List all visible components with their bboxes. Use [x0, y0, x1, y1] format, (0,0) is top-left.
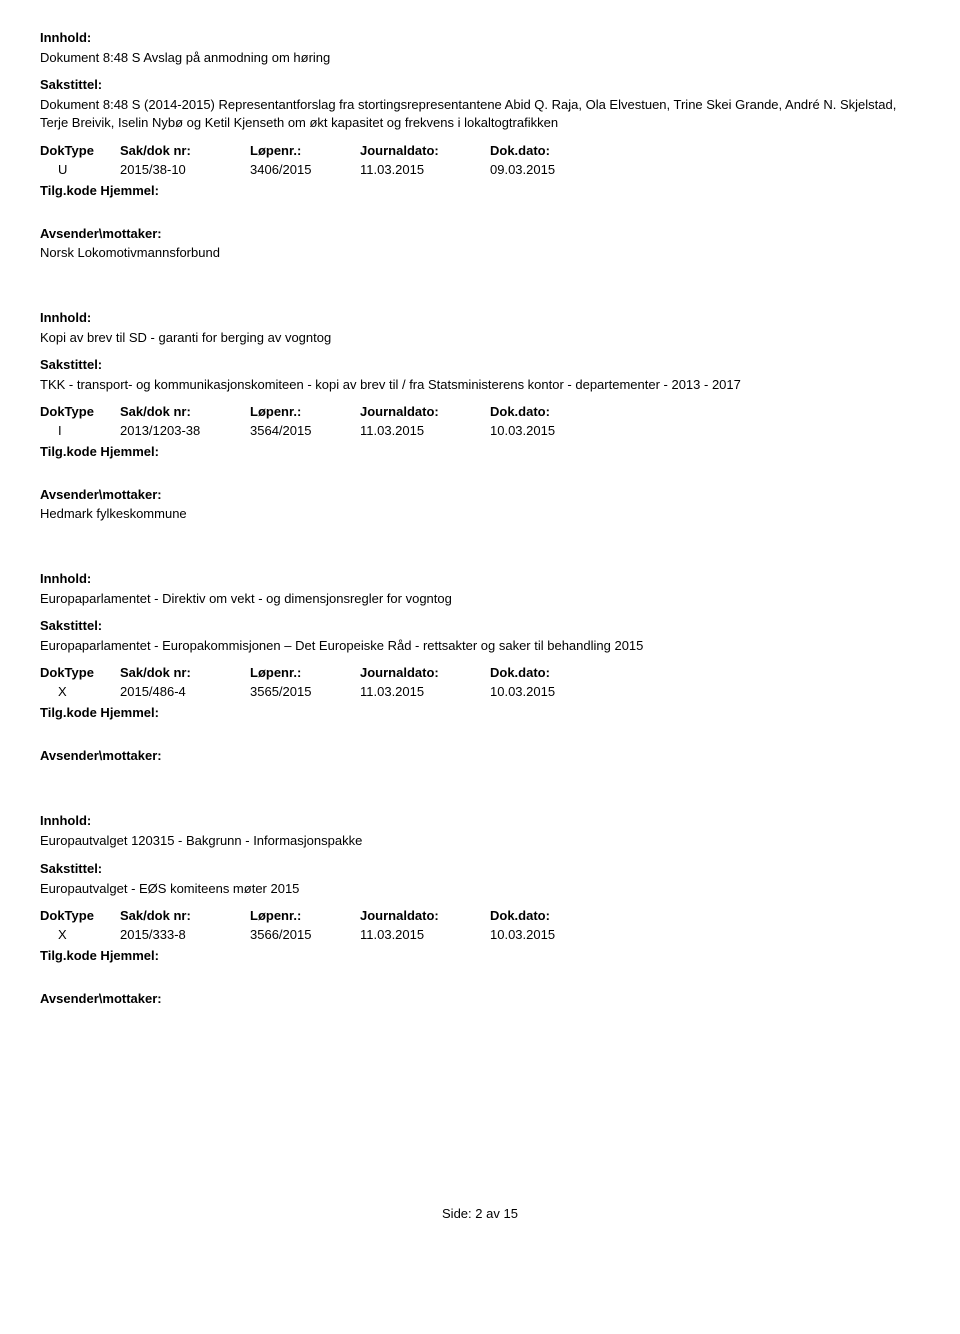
doktype-header: DokType [40, 665, 120, 680]
dokdato-value: 10.03.2015 [490, 927, 610, 942]
avsender-label: Avsender\mottaker: [40, 226, 920, 241]
lopenr-header: Løpenr.: [250, 404, 360, 419]
dokdato-header: Dok.dato: [490, 665, 610, 680]
journal-entry: Innhold: Kopi av brev til SD - garanti fo… [40, 310, 920, 521]
lopenr-header: Løpenr.: [250, 143, 360, 158]
innhold-text: Kopi av brev til SD - garanti for bergin… [40, 329, 920, 347]
innhold-label: Innhold: [40, 813, 920, 828]
sakstittel-label: Sakstittel: [40, 861, 920, 876]
lopenr-value: 3566/2015 [250, 927, 360, 942]
avsender-label: Avsender\mottaker: [40, 991, 920, 1006]
journal-entry: Innhold: Europaparlamentet - Direktiv om … [40, 571, 920, 763]
table-header: DokTypeSak/dok nr:Løpenr.:Journaldato:Do… [40, 143, 920, 158]
tilgkode-hjemmel-label: Tilg.kode Hjemmel: [40, 705, 920, 720]
sakstittel-label: Sakstittel: [40, 77, 920, 92]
doktype-value: U [40, 162, 120, 177]
table-row: I2013/1203-383564/201511.03.201510.03.20… [40, 423, 920, 438]
sakdoknr-header: Sak/dok nr: [120, 665, 250, 680]
sakstittel-label: Sakstittel: [40, 357, 920, 372]
journaldato-header: Journaldato: [360, 143, 490, 158]
doktype-value: I [40, 423, 120, 438]
side-label: Side: [442, 1206, 472, 1221]
journaldato-header: Journaldato: [360, 665, 490, 680]
tilgkode-hjemmel-label: Tilg.kode Hjemmel: [40, 948, 920, 963]
sakstittel-text: Dokument 8:48 S (2014-2015) Representant… [40, 96, 920, 132]
journaldato-header: Journaldato: [360, 404, 490, 419]
page-footer: Side: 2 av 15 [40, 1206, 920, 1221]
journal-entry: Innhold: Dokument 8:48 S Avslag på anmodn… [40, 30, 920, 260]
journaldato-value: 11.03.2015 [360, 423, 490, 438]
dokdato-header: Dok.dato: [490, 143, 610, 158]
lopenr-value: 3564/2015 [250, 423, 360, 438]
dokdato-header: Dok.dato: [490, 404, 610, 419]
journaldato-value: 11.03.2015 [360, 162, 490, 177]
dokdato-header: Dok.dato: [490, 908, 610, 923]
sakstittel-text: TKK - transport- og kommunikasjonskomite… [40, 376, 920, 394]
table-row: X2015/333-83566/201511.03.201510.03.2015 [40, 927, 920, 942]
doktype-value: X [40, 927, 120, 942]
innhold-label: Innhold: [40, 571, 920, 586]
innhold-text: Europaparlamentet - Direktiv om vekt - o… [40, 590, 920, 608]
journaldato-value: 11.03.2015 [360, 927, 490, 942]
table-header: DokTypeSak/dok nr:Løpenr.:Journaldato:Do… [40, 665, 920, 680]
sakstittel-label: Sakstittel: [40, 618, 920, 633]
lopenr-header: Løpenr.: [250, 908, 360, 923]
sakdoknr-value: 2015/333-8 [120, 927, 250, 942]
lopenr-header: Løpenr.: [250, 665, 360, 680]
journaldato-value: 11.03.2015 [360, 684, 490, 699]
sakdoknr-value: 2015/38-10 [120, 162, 250, 177]
table-header: DokTypeSak/dok nr:Løpenr.:Journaldato:Do… [40, 908, 920, 923]
doktype-header: DokType [40, 908, 120, 923]
lopenr-value: 3406/2015 [250, 162, 360, 177]
table-row: X2015/486-43565/201511.03.201510.03.2015 [40, 684, 920, 699]
tilgkode-hjemmel-label: Tilg.kode Hjemmel: [40, 183, 920, 198]
sakstittel-text: Europautvalget - EØS komiteens møter 201… [40, 880, 920, 898]
sakdoknr-header: Sak/dok nr: [120, 404, 250, 419]
table-header: DokTypeSak/dok nr:Løpenr.:Journaldato:Do… [40, 404, 920, 419]
doktype-header: DokType [40, 143, 120, 158]
avsender-value: Hedmark fylkeskommune [40, 506, 920, 521]
page-current: 2 [475, 1206, 482, 1221]
dokdato-value: 10.03.2015 [490, 423, 610, 438]
innhold-label: Innhold: [40, 30, 920, 45]
avsender-label: Avsender\mottaker: [40, 748, 920, 763]
avsender-label: Avsender\mottaker: [40, 487, 920, 502]
sakdoknr-header: Sak/dok nr: [120, 143, 250, 158]
table-row: U2015/38-103406/201511.03.201509.03.2015 [40, 162, 920, 177]
dokdato-value: 10.03.2015 [490, 684, 610, 699]
innhold-label: Innhold: [40, 310, 920, 325]
page-sep: av [486, 1206, 500, 1221]
innhold-text: Europautvalget 120315 - Bakgrunn - Infor… [40, 832, 920, 850]
lopenr-value: 3565/2015 [250, 684, 360, 699]
tilgkode-hjemmel-label: Tilg.kode Hjemmel: [40, 444, 920, 459]
avsender-value: Norsk Lokomotivmannsforbund [40, 245, 920, 260]
journal-entry: Innhold: Europautvalget 120315 - Bakgrunn… [40, 813, 920, 1005]
dokdato-value: 09.03.2015 [490, 162, 610, 177]
page-total: 15 [504, 1206, 518, 1221]
doktype-value: X [40, 684, 120, 699]
sakdoknr-value: 2013/1203-38 [120, 423, 250, 438]
sakdoknr-value: 2015/486-4 [120, 684, 250, 699]
sakdoknr-header: Sak/dok nr: [120, 908, 250, 923]
doktype-header: DokType [40, 404, 120, 419]
sakstittel-text: Europaparlamentet - Europakommisjonen – … [40, 637, 920, 655]
innhold-text: Dokument 8:48 S Avslag på anmodning om h… [40, 49, 920, 67]
journaldato-header: Journaldato: [360, 908, 490, 923]
